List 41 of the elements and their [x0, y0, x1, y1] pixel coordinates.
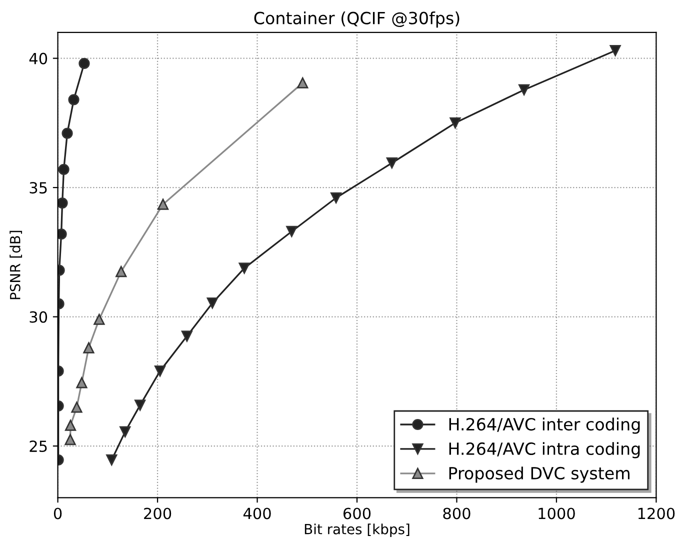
x-tick-label: 800 [443, 508, 470, 520]
point [154, 366, 166, 377]
y-tick-label: 35 [30, 182, 47, 194]
point [238, 262, 250, 274]
point [206, 298, 218, 309]
x-tick-label: 600 [343, 508, 371, 520]
x-tick-label: 200 [144, 508, 172, 520]
legend-label: Proposed DVC system [449, 466, 630, 483]
point [518, 84, 530, 96]
point [58, 198, 68, 209]
point [64, 434, 76, 446]
point [58, 228, 67, 240]
point [106, 454, 118, 466]
point [71, 402, 82, 413]
x-tick-label: 1000 [538, 508, 575, 520]
chart-title: Container (QCIF @30fps) [254, 11, 460, 28]
point [610, 44, 621, 56]
y-tick-label: 25 [30, 440, 47, 452]
legend-label: H.264/AVC intra coding [449, 442, 640, 458]
x-tick-label: 400 [243, 508, 271, 520]
point [116, 266, 127, 278]
y-tick-label: 30 [30, 311, 48, 323]
x-tick-label: 0 [54, 508, 62, 520]
point [64, 420, 76, 431]
point [157, 198, 169, 210]
point [286, 226, 298, 238]
y-tick-label: 40 [29, 52, 48, 64]
point [83, 342, 94, 354]
point [76, 377, 88, 388]
point [181, 330, 193, 342]
legend-label: H.264/AVC inter coding [449, 418, 640, 434]
point [450, 117, 461, 128]
point [297, 77, 308, 88]
y-axis-title: PSNR [dB] [10, 230, 22, 300]
point [120, 426, 131, 438]
point [330, 192, 342, 204]
x-tick-label: 1200 [638, 508, 675, 520]
x-axis-title: Bit rates [kbps] [304, 524, 410, 538]
point [134, 400, 146, 411]
point [94, 314, 105, 325]
point [386, 157, 398, 169]
